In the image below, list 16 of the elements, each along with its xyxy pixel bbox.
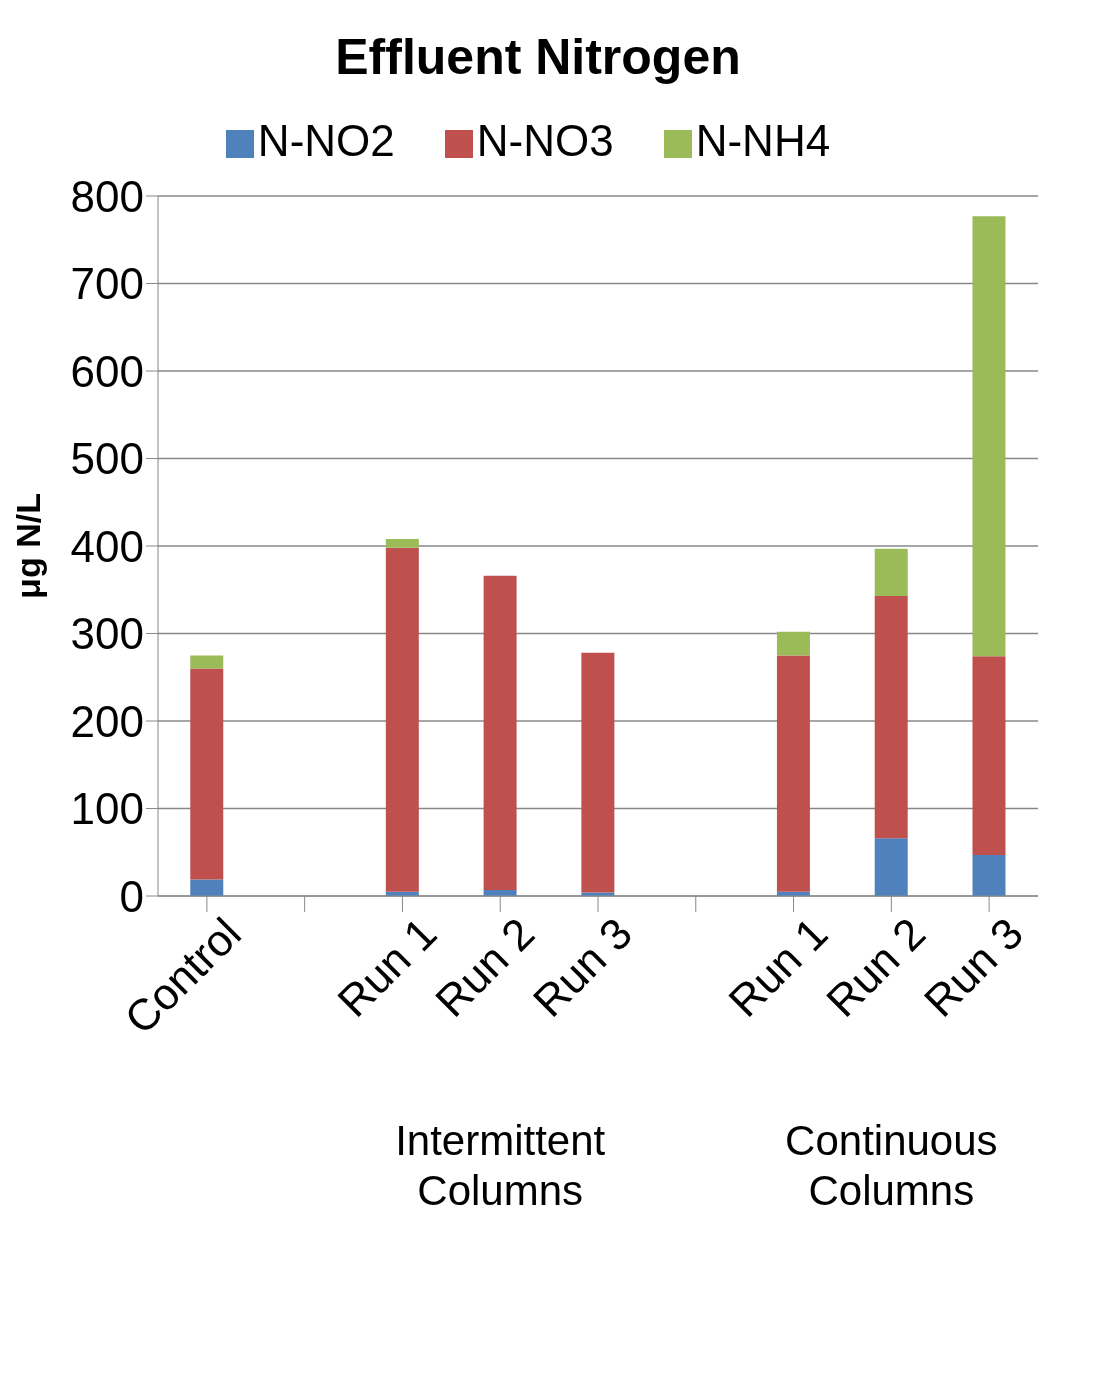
y-tick-label: 200	[70, 696, 144, 746]
y-axis-title: μg N/L	[9, 493, 48, 599]
y-tick-label: 300	[70, 609, 144, 659]
y-tick-label: 0	[119, 871, 144, 921]
legend-label: N-NO2	[257, 116, 395, 165]
y-tick-label: 400	[70, 521, 144, 571]
y-tick-label: 500	[70, 434, 144, 484]
y-tick-label: 700	[70, 259, 144, 309]
legend-label: N-NH4	[695, 116, 831, 165]
y-tick-label: 800	[70, 171, 144, 221]
legend-label: N-NO3	[476, 116, 614, 165]
y-tick-label: 100	[70, 784, 144, 834]
text: Intermittent Columns	[394, 1116, 607, 1217]
text: Continuous Columns	[784, 1116, 999, 1217]
chart-title: Effluent Nitrogen	[334, 28, 742, 86]
y-tick-label: 600	[70, 346, 144, 396]
